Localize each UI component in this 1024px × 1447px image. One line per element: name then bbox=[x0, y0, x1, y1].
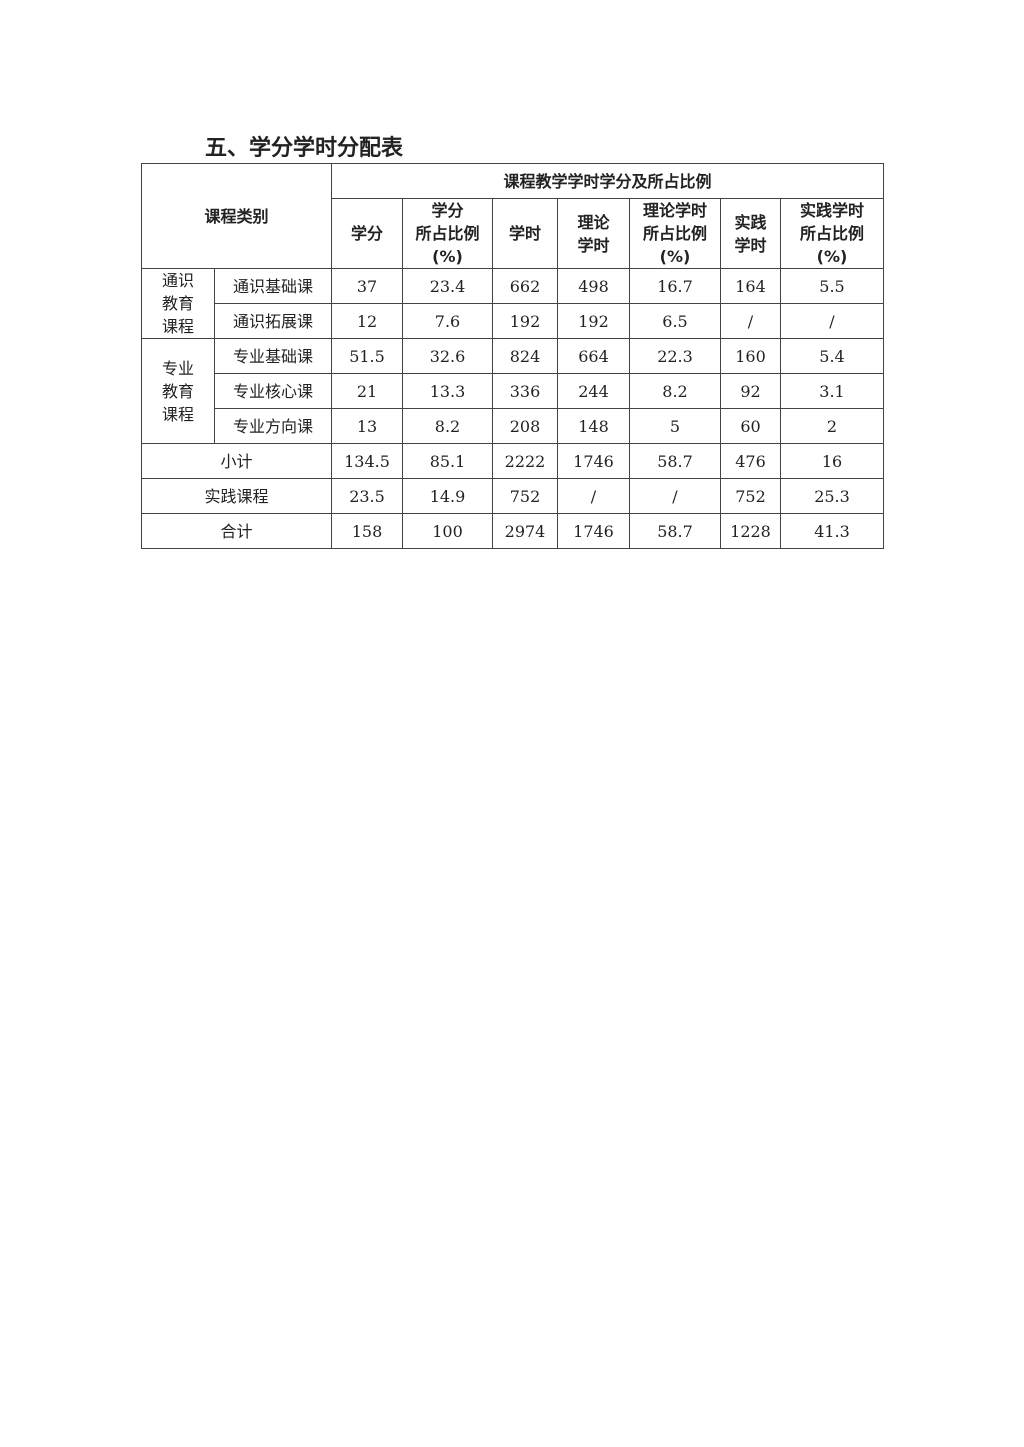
value-cell: 25.3 bbox=[780, 478, 884, 514]
value-cell: / bbox=[780, 303, 884, 339]
column-header: 学分 bbox=[331, 198, 403, 269]
value-cell: 3.1 bbox=[780, 373, 884, 409]
row-label: 专业方向课 bbox=[214, 408, 332, 444]
value-cell: 192 bbox=[557, 303, 630, 339]
value-cell: 192 bbox=[492, 303, 558, 339]
value-cell: 336 bbox=[492, 373, 558, 409]
section-title: 五、学分学时分配表 bbox=[205, 136, 404, 161]
group-header: 课程教学学时学分及所占比例 bbox=[331, 163, 884, 199]
table-row: 通识 教育 课程 通识基础课 37 23.4 662 498 16.7 164 5.5 bbox=[141, 268, 884, 339]
table-row: 专业方向课 13 8.2 208 148 5 60 2 bbox=[142, 408, 884, 444]
value-cell: 41.3 bbox=[780, 513, 884, 549]
value-cell: 2222 bbox=[492, 443, 558, 479]
row-label: 专业基础课 bbox=[214, 338, 332, 374]
value-cell: / bbox=[557, 478, 630, 514]
value-cell: 752 bbox=[492, 478, 558, 514]
value-cell: 22.3 bbox=[629, 338, 721, 374]
table-row: 专业核心课 21 13.3 336 244 8.2 92 3.1 bbox=[142, 373, 884, 409]
value-cell: 92 bbox=[720, 373, 781, 409]
value-cell: 158 bbox=[331, 513, 403, 549]
summary-row: 小计 134.5 85.1 2222 1746 58.7 476 16 bbox=[141, 443, 884, 479]
column-header: 实践 学时 bbox=[720, 198, 781, 269]
value-cell: 7.6 bbox=[402, 303, 493, 339]
value-cell: 476 bbox=[720, 443, 781, 479]
column-header: 学分 所占比例 (%) bbox=[402, 198, 493, 269]
value-cell: 1228 bbox=[720, 513, 781, 549]
value-cell: 23.4 bbox=[402, 268, 493, 304]
value-cell: 13.3 bbox=[402, 373, 493, 409]
value-cell: 134.5 bbox=[331, 443, 403, 479]
value-cell: 244 bbox=[557, 373, 630, 409]
value-cell: 8.2 bbox=[402, 408, 493, 444]
value-cell: 2974 bbox=[492, 513, 558, 549]
value-cell: 824 bbox=[492, 338, 558, 374]
value-cell: 100 bbox=[402, 513, 493, 549]
group-name-cell: 专业 教育 课程 bbox=[141, 338, 215, 444]
value-cell: 1746 bbox=[557, 443, 630, 479]
value-cell: 5 bbox=[629, 408, 721, 444]
value-cell: 16 bbox=[780, 443, 884, 479]
value-cell: 662 bbox=[492, 268, 558, 304]
value-cell: 164 bbox=[720, 268, 781, 304]
value-cell: 58.7 bbox=[629, 513, 721, 549]
value-cell: 498 bbox=[557, 268, 630, 304]
column-header: 实践学时 所占比例 (%) bbox=[780, 198, 884, 269]
row-label: 小计 bbox=[141, 443, 332, 479]
value-cell: 160 bbox=[720, 338, 781, 374]
value-cell: 5.5 bbox=[780, 268, 884, 304]
value-cell: 752 bbox=[720, 478, 781, 514]
category-header: 课程类别 bbox=[141, 163, 332, 269]
row-label: 实践课程 bbox=[141, 478, 332, 514]
summary-row: 合计 158 100 2974 1746 58.7 1228 41.3 bbox=[141, 513, 884, 549]
credit-hours-table: 课程类别 课程教学学时学分及所占比例 学分 学分 所占比例 (%) 学时 理论 学时理… bbox=[141, 163, 884, 549]
row-label: 通识拓展课 bbox=[214, 303, 332, 339]
column-header: 理论学时 所占比例 (%) bbox=[629, 198, 721, 269]
table-row: 通识拓展课 12 7.6 192 192 6.5// bbox=[142, 303, 884, 339]
value-cell: 51.5 bbox=[331, 338, 403, 374]
value-cell: 16.7 bbox=[629, 268, 721, 304]
value-cell: 60 bbox=[720, 408, 781, 444]
value-cell: 85.1 bbox=[402, 443, 493, 479]
value-cell: 208 bbox=[492, 408, 558, 444]
value-cell: 13 bbox=[331, 408, 403, 444]
row-label: 合计 bbox=[141, 513, 332, 549]
column-header: 学时 bbox=[492, 198, 558, 269]
value-cell: 5.4 bbox=[780, 338, 884, 374]
value-cell: / bbox=[629, 478, 721, 514]
value-cell: 37 bbox=[331, 268, 403, 304]
value-cell: 23.5 bbox=[331, 478, 403, 514]
row-label: 通识基础课 bbox=[214, 268, 332, 304]
value-cell: 2 bbox=[780, 408, 884, 444]
table-row: 专业 教育 课程 专业基础课 51.5 32.6 824 664 22.3 160 5.4 bbox=[141, 338, 884, 444]
value-cell: 58.7 bbox=[629, 443, 721, 479]
value-cell: 14.9 bbox=[402, 478, 493, 514]
value-cell: / bbox=[720, 303, 781, 339]
value-cell: 32.6 bbox=[402, 338, 493, 374]
summary-row: 实践课程 23.5 14.9 752//752 25.3 bbox=[141, 478, 884, 514]
value-cell: 21 bbox=[331, 373, 403, 409]
row-label: 专业核心课 bbox=[214, 373, 332, 409]
value-cell: 148 bbox=[557, 408, 630, 444]
value-cell: 6.5 bbox=[629, 303, 721, 339]
value-cell: 1746 bbox=[557, 513, 630, 549]
group-name-cell: 通识 教育 课程 bbox=[141, 268, 215, 339]
value-cell: 12 bbox=[331, 303, 403, 339]
value-cell: 664 bbox=[557, 338, 630, 374]
column-header: 理论 学时 bbox=[557, 198, 630, 269]
value-cell: 8.2 bbox=[629, 373, 721, 409]
